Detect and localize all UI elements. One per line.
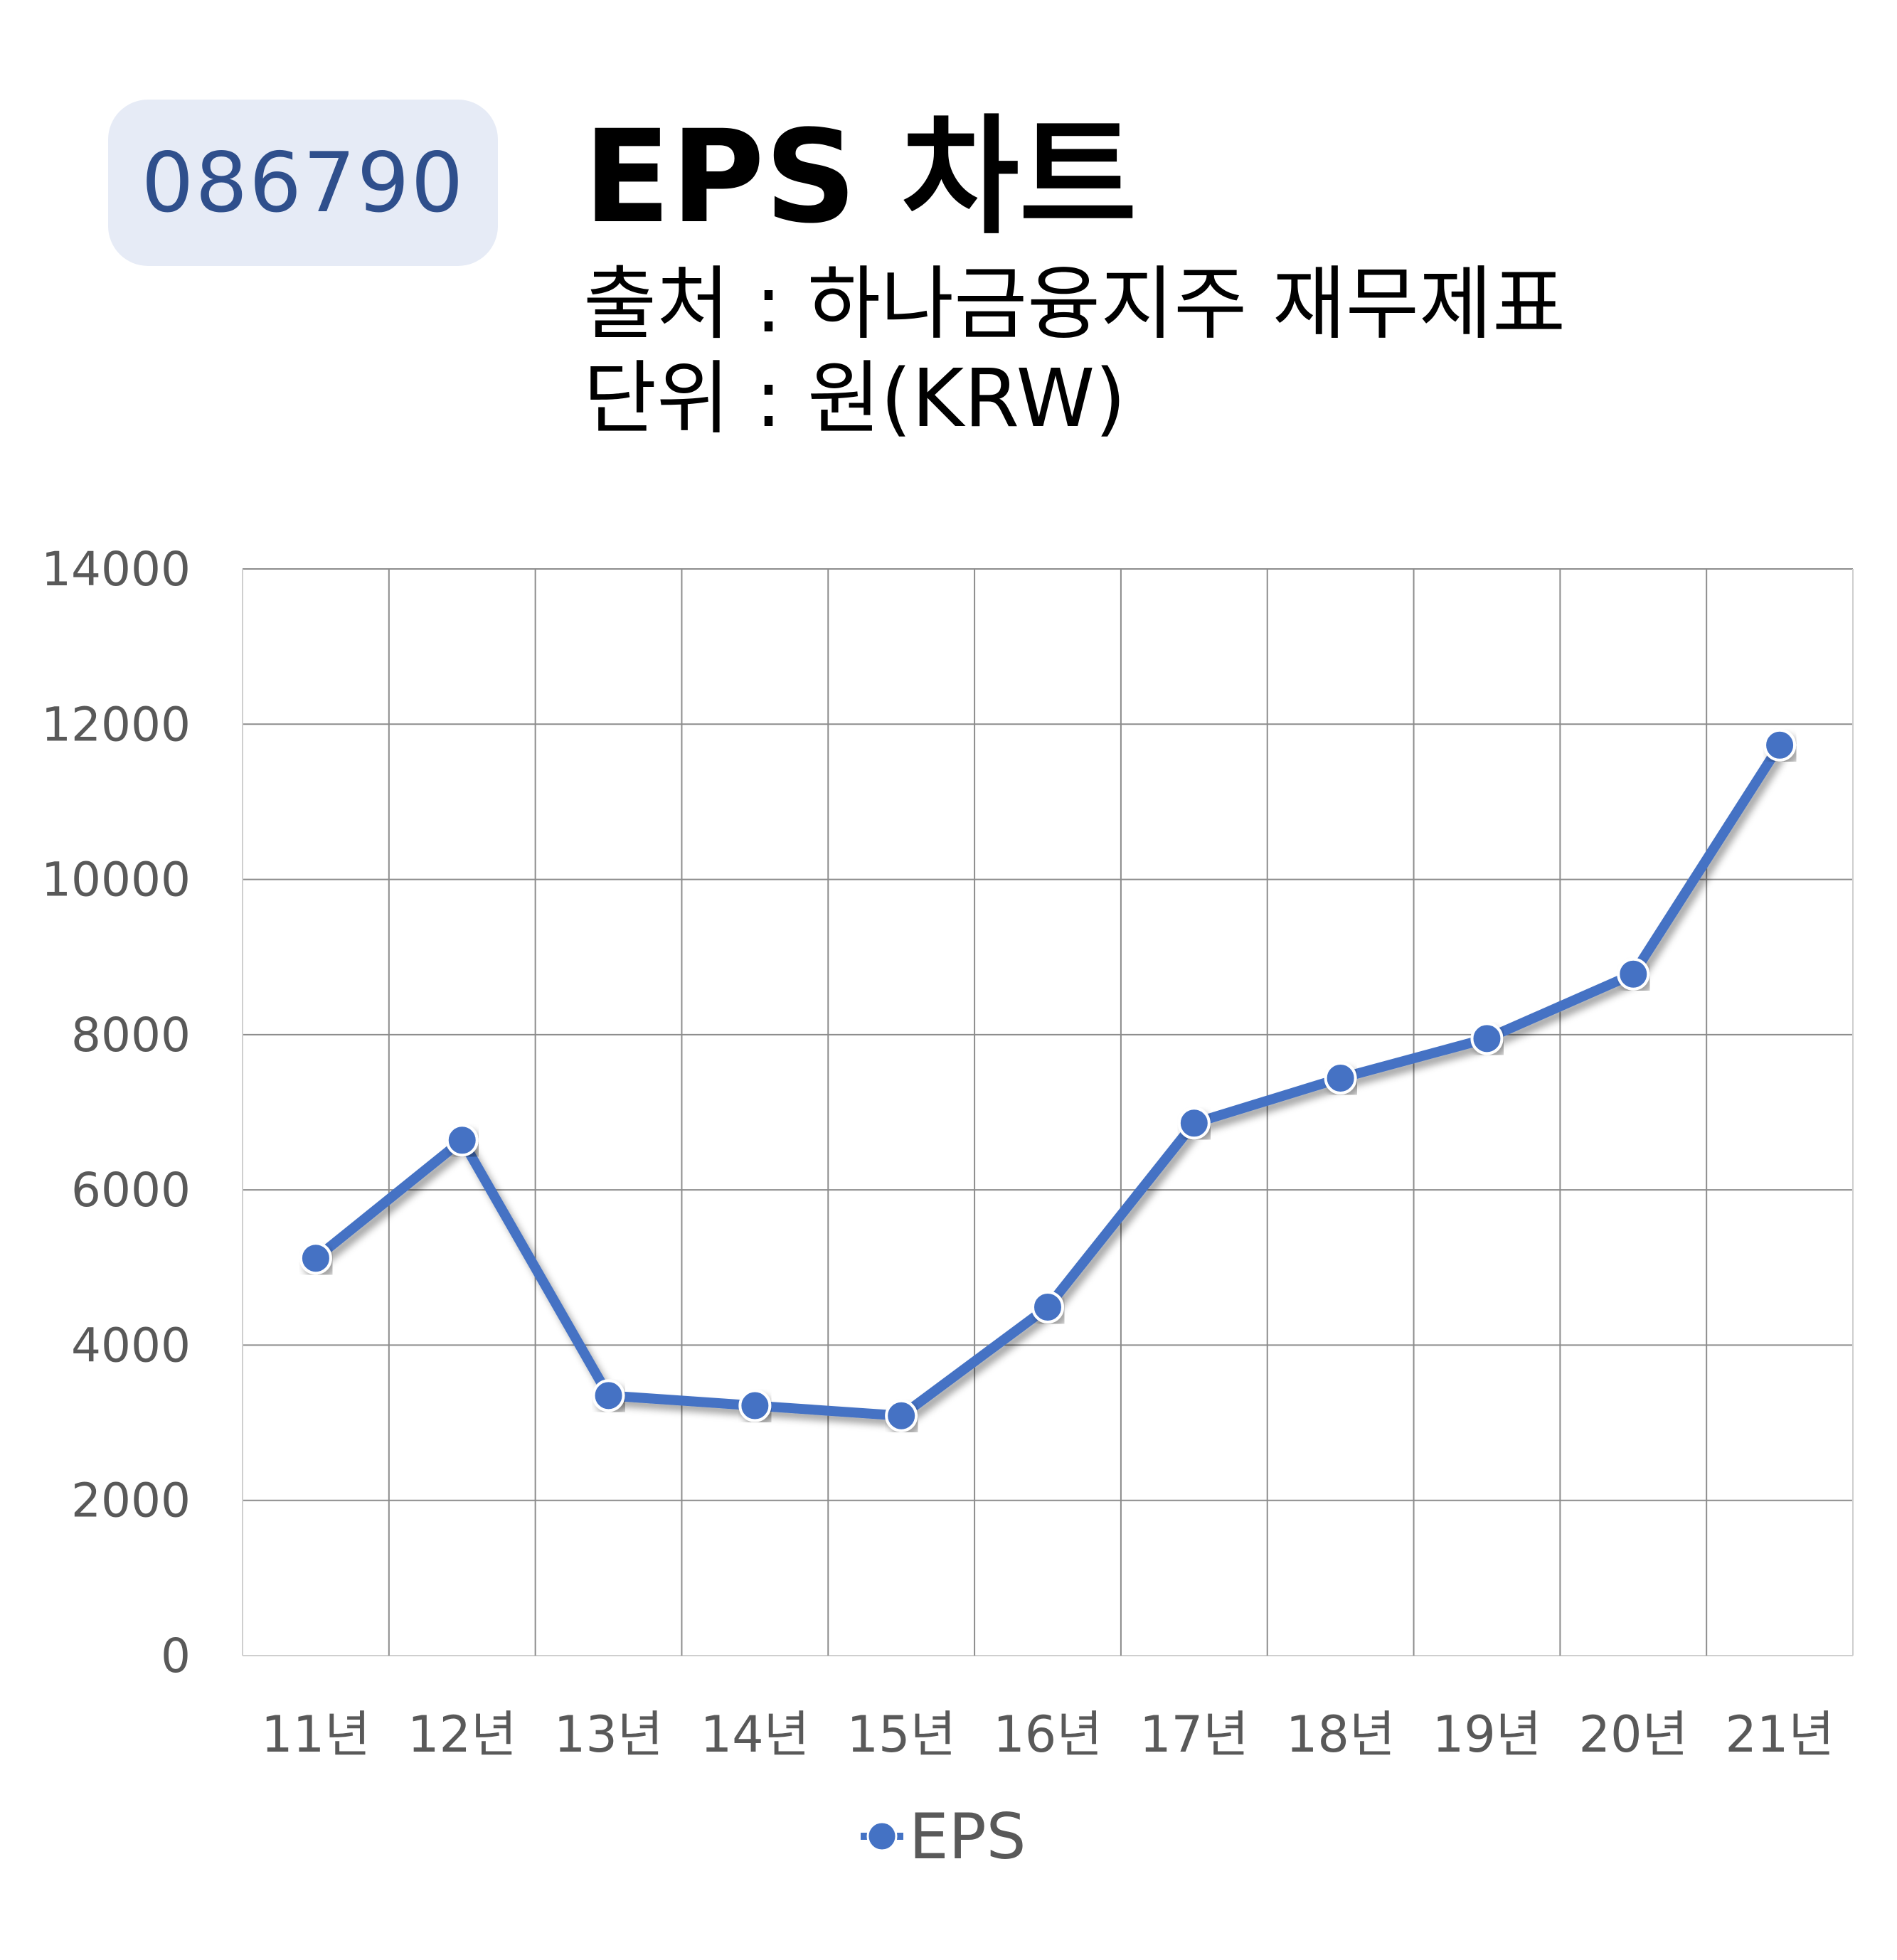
series-eps	[299, 728, 1797, 1432]
eps-data-point	[1177, 1107, 1211, 1140]
ticker-badge: 086790	[108, 100, 498, 266]
y-axis-ticks: 0 2000 4000 6000 8000 10000 12000 14000	[41, 542, 191, 1683]
y-tick-label: 4000	[71, 1318, 191, 1373]
grid-lines	[242, 568, 1854, 1656]
y-tick-label: 0	[161, 1629, 191, 1683]
y-tick-label: 2000	[71, 1474, 191, 1528]
y-tick-label: 10000	[41, 853, 191, 907]
eps-data-point	[1763, 728, 1797, 762]
x-tick-label: 18년	[1286, 1705, 1395, 1764]
x-tick-label: 12년	[408, 1705, 516, 1764]
x-tick-label: 21년	[1725, 1705, 1834, 1764]
y-tick-label: 12000	[41, 697, 191, 752]
y-tick-label: 14000	[41, 542, 191, 597]
legend-point-marker	[866, 1821, 898, 1852]
source-line: 출처 : 하나금융지주 재무제표	[583, 258, 1566, 351]
eps-data-point	[299, 1242, 332, 1275]
x-tick-label: 16년	[993, 1705, 1102, 1764]
eps-data-point	[1617, 957, 1650, 991]
x-tick-label: 20년	[1579, 1705, 1688, 1764]
legend-label: EPS	[909, 1800, 1026, 1873]
eps-data-point	[1470, 1022, 1504, 1055]
eps-data-point	[738, 1389, 772, 1422]
eps-data-point	[885, 1399, 918, 1432]
x-tick-label: 15년	[846, 1705, 955, 1764]
legend: EPS	[861, 1800, 1026, 1873]
eps-data-point	[592, 1379, 625, 1412]
x-tick-label: 13년	[554, 1705, 663, 1764]
eps-data-point	[445, 1124, 479, 1157]
x-tick-label: 17년	[1139, 1705, 1248, 1764]
y-tick-label: 8000	[71, 1008, 191, 1062]
ticker-code: 086790	[141, 134, 465, 231]
x-tick-label: 19년	[1433, 1705, 1541, 1764]
unit-line: 단위 : 원(KRW)	[583, 353, 1126, 445]
y-tick-label: 6000	[71, 1163, 191, 1218]
chart-title: EPS 차트	[583, 103, 1137, 252]
eps-data-point	[1031, 1290, 1064, 1323]
x-tick-label: 14년	[701, 1705, 809, 1764]
x-tick-label: 11년	[261, 1705, 370, 1764]
x-axis-ticks: 11년 12년 13년 14년 15년 16년 17년 18년 19년 20년 21년	[261, 1705, 1834, 1764]
eps-data-point	[1324, 1061, 1357, 1094]
